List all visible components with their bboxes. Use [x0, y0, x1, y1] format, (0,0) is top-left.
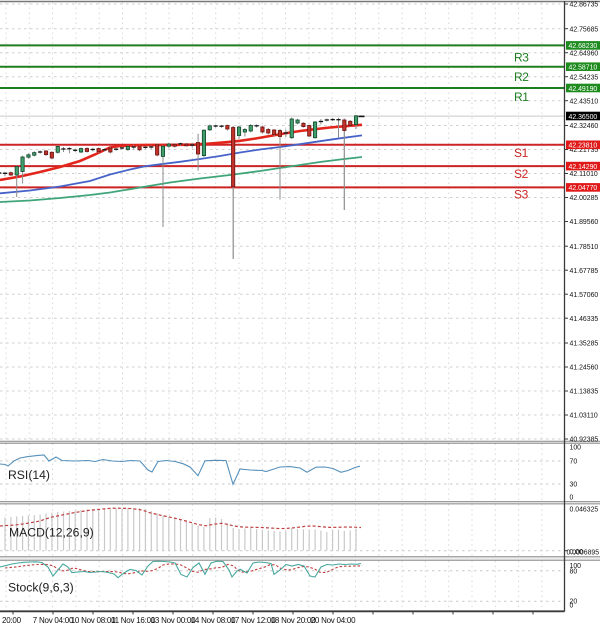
svg-text:42.11010: 42.11010 [570, 171, 598, 178]
svg-text:42.32460: 42.32460 [570, 123, 599, 130]
svg-text:20:00: 20:00 [2, 616, 22, 625]
svg-text:70: 70 [570, 459, 578, 466]
svg-text:41.57060: 41.57060 [570, 292, 599, 299]
svg-text:42.58710: 42.58710 [569, 65, 598, 72]
svg-text:0: 0 [570, 602, 574, 609]
svg-text:R2: R2 [514, 70, 529, 84]
svg-text:100: 100 [570, 563, 582, 570]
svg-text:13 Nov 00:00: 13 Nov 00:00 [151, 616, 196, 625]
svg-text:Stock(9,6,3): Stock(9,6,3) [8, 581, 74, 595]
svg-text:41.67785: 41.67785 [570, 268, 599, 275]
svg-text:0.046325: 0.046325 [570, 507, 599, 514]
svg-text:42.54235: 42.54235 [570, 74, 599, 81]
svg-text:41.13835: 41.13835 [570, 389, 599, 396]
svg-text:S1: S1 [514, 146, 529, 160]
svg-text:30: 30 [570, 482, 578, 489]
svg-text:RSI(14): RSI(14) [8, 468, 50, 482]
svg-text:42.64960: 42.64960 [570, 50, 599, 57]
svg-text:11 Nov 16:00: 11 Nov 16:00 [111, 616, 156, 625]
svg-text:R3: R3 [514, 51, 529, 65]
svg-text:100: 100 [570, 445, 582, 452]
svg-text:41.46335: 41.46335 [570, 316, 599, 323]
svg-text:20: 20 [570, 598, 578, 605]
svg-text:41.35285: 41.35285 [570, 341, 599, 348]
svg-text:10 Nov 08:00: 10 Nov 08:00 [71, 616, 116, 625]
svg-text:0.00: 0.00 [570, 549, 584, 556]
svg-text:42.21735: 42.21735 [570, 147, 599, 154]
svg-text:7 Nov 04:00: 7 Nov 04:00 [33, 616, 74, 625]
svg-text:18 Nov 20:00: 18 Nov 20:00 [271, 616, 316, 625]
svg-text:MACD(12,26,9): MACD(12,26,9) [9, 526, 94, 540]
svg-text:17 Nov 12:00: 17 Nov 12:00 [231, 616, 276, 625]
svg-text:20 Nov 04:00: 20 Nov 04:00 [311, 616, 356, 625]
svg-text:R1: R1 [514, 90, 529, 104]
svg-text:S3: S3 [514, 188, 529, 202]
svg-text:42.43510: 42.43510 [570, 98, 599, 105]
svg-text:41.78510: 41.78510 [570, 244, 599, 251]
svg-text:40.92385: 40.92385 [570, 437, 599, 444]
svg-text:41.03110: 41.03110 [570, 413, 598, 420]
svg-text:42.86735: 42.86735 [570, 2, 599, 9]
svg-text:42.68230: 42.68230 [569, 43, 598, 50]
svg-text:42.75685: 42.75685 [570, 26, 599, 33]
svg-text:42.04770: 42.04770 [569, 185, 598, 192]
svg-text:80: 80 [570, 568, 578, 575]
svg-text:41.89560: 41.89560 [570, 219, 599, 226]
svg-text:0.0006895: 0.0006895 [567, 550, 600, 557]
svg-text:41.24560: 41.24560 [570, 365, 599, 372]
svg-text:14 Nov 08:00: 14 Nov 08:00 [191, 616, 236, 625]
svg-text:42.00285: 42.00285 [570, 195, 599, 202]
svg-text:42.23810: 42.23810 [569, 143, 598, 150]
svg-text:42.49190: 42.49190 [569, 86, 598, 93]
svg-text:42.36500: 42.36500 [569, 114, 598, 121]
svg-text:42.14290: 42.14290 [569, 164, 598, 171]
svg-text:S2: S2 [514, 167, 529, 181]
svg-text:0: 0 [570, 494, 574, 501]
